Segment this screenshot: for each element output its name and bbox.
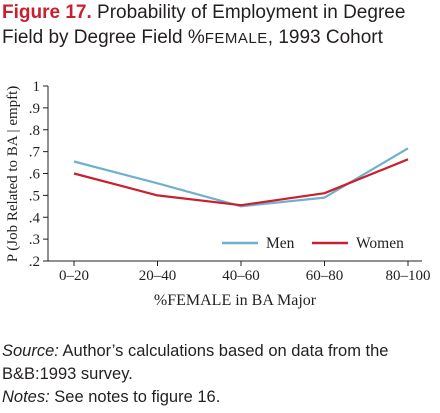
x-ticks: 0–20 20–40 40–60 60–80 80–100 [59, 261, 431, 284]
y-axis-label: P (Job Related to BA | empft) [5, 86, 21, 263]
x-axis-label: %FEMALE in BA Major [154, 292, 317, 309]
series-lines [73, 147, 409, 208]
figure-title-smallcaps: FEMALE [204, 30, 268, 47]
y-tick-label: .9 [29, 101, 40, 117]
x-tick-label: 0–20 [59, 268, 89, 284]
x-tick-label: 60–80 [306, 268, 344, 284]
legend-label-men: Men [266, 235, 295, 252]
figure-title: Figure 17. Probability of Employment in … [2, 0, 438, 51]
figure-label: Figure 17. [2, 2, 92, 23]
y-tick-label: .4 [29, 210, 41, 226]
y-tick-label: 1 [33, 79, 41, 95]
source-text: Author’s calculations based on data from… [2, 342, 389, 383]
series-line-men [73, 147, 409, 208]
y-tick-label: .2 [29, 254, 40, 270]
x-tick-label: 40–60 [222, 268, 260, 284]
source-note: Source: Author’s calculations based on d… [2, 340, 438, 409]
y-tick-label: .8 [29, 123, 40, 139]
x-tick-label: 20–40 [139, 268, 177, 284]
y-tick-label: .5 [29, 188, 40, 204]
source-label: Source: [2, 342, 59, 360]
legend-label-women: Women [356, 235, 404, 252]
x-tick-label: 80–100 [386, 268, 431, 284]
series-line-women [73, 158, 409, 207]
y-ticks: 1 .9 .8 .7 .6 .5 .4 .3 .2 [29, 79, 48, 270]
legend: Men Women [222, 235, 404, 252]
notes-label: Notes: [2, 388, 50, 406]
figure-title-text-1: Probability of Employment in Degree Fiel… [2, 2, 406, 48]
notes-text: See notes to figure 16. [49, 388, 221, 406]
y-tick-label: .3 [29, 232, 40, 248]
y-tick-label: .6 [29, 167, 41, 183]
figure-title-text-2: , 1993 Cohort [267, 27, 383, 48]
line-chart: 1 .9 .8 .7 .6 .5 .4 .3 .2 0–20 20–40 40–60 60–80 80–… [5, 79, 431, 309]
y-tick-label: .7 [29, 145, 41, 161]
